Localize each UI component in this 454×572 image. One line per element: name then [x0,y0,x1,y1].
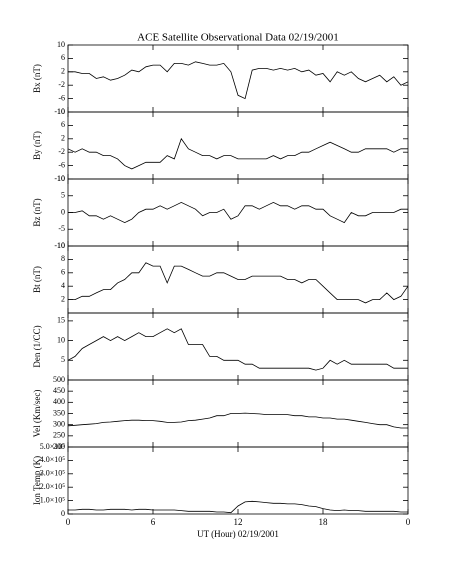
y-tick-label: 300 [53,419,65,428]
y-tick-label: 10 [57,174,65,183]
y-tick-label: 2 [61,134,65,143]
y-tick-label: 500 [53,375,65,384]
data-line [67,412,408,429]
y-axis-label: Bt (nT) [32,266,42,293]
panel-frame [67,178,409,247]
y-tick-label: 4.0×10⁵ [40,455,66,464]
y-tick-label: 5 [61,191,65,200]
y-tick-label: 0 [61,207,65,216]
data-line [68,61,409,100]
data-line [68,201,408,224]
y-tick-label: 10 [57,335,65,344]
chart-title: ACE Satellite Observational Data 02/19/2… [137,32,339,44]
y-tick-label: -6 [58,93,65,102]
y-tick-label: 450 [53,386,65,395]
y-axis-label: Ion Temp (K) [32,456,42,505]
x-tick-label: 12 [234,517,243,527]
data-line [67,328,408,371]
y-tick-label: 6 [61,268,65,277]
y-tick-label: -2 [58,147,65,156]
y-tick-label: 2 [61,67,65,76]
data-line [67,137,408,170]
y-axis-label: By (nT) [32,131,42,160]
y-tick-label: 6 [61,120,65,129]
x-axis-label: UT (Hour) 02/19/2001 [197,529,279,539]
x-tick-label: 0 [406,517,411,527]
y-tick-label: -5 [58,224,65,233]
y-tick-label: 200 [53,442,65,451]
y-tick-label: 15 [57,316,65,325]
y-tick-label: -10 [54,107,65,116]
y-tick-label: 3.0×10⁵ [40,469,66,478]
x-tick-label: 6 [151,517,156,527]
x-tick-label: 0 [66,517,71,527]
y-tick-label: 2 [61,294,65,303]
y-tick-label: 5.0×10⁵ [40,442,66,451]
y-tick-label: 350 [53,408,65,417]
y-axis-label: Den (1/CC) [32,325,42,367]
y-tick-label: 10 [57,40,65,49]
y-tick-label: 1.0×10⁵ [40,495,66,504]
y-tick-label: 250 [53,431,65,440]
y-tick-label: 2.0×10⁵ [40,482,66,491]
y-tick-label: 6 [61,53,65,62]
panel-frame [67,446,409,515]
panel-frame [67,44,409,113]
y-tick-label: -2 [58,80,65,89]
y-axis-label: Bx (nT) [32,64,42,93]
y-tick-label: -6 [58,160,65,169]
y-tick-label: 8 [61,254,65,263]
y-axis-label: Vel (Km/sec) [32,390,42,438]
data-line [68,500,408,514]
y-tick-label: 10 [57,241,65,250]
panel-frame [67,111,409,180]
y-tick-label: 0 [61,509,65,518]
y-tick-label: 400 [53,397,65,406]
data-line [68,262,409,304]
y-tick-label: 4 [61,281,65,290]
y-tick-label: -10 [54,241,65,250]
y-axis-label: Bz (nT) [32,198,42,226]
y-tick-label: 5 [61,355,65,364]
y-tick-label: -10 [54,174,65,183]
panel-frame [67,312,409,381]
x-tick-label: 18 [319,517,329,527]
y-tick-label: 10 [57,107,65,116]
